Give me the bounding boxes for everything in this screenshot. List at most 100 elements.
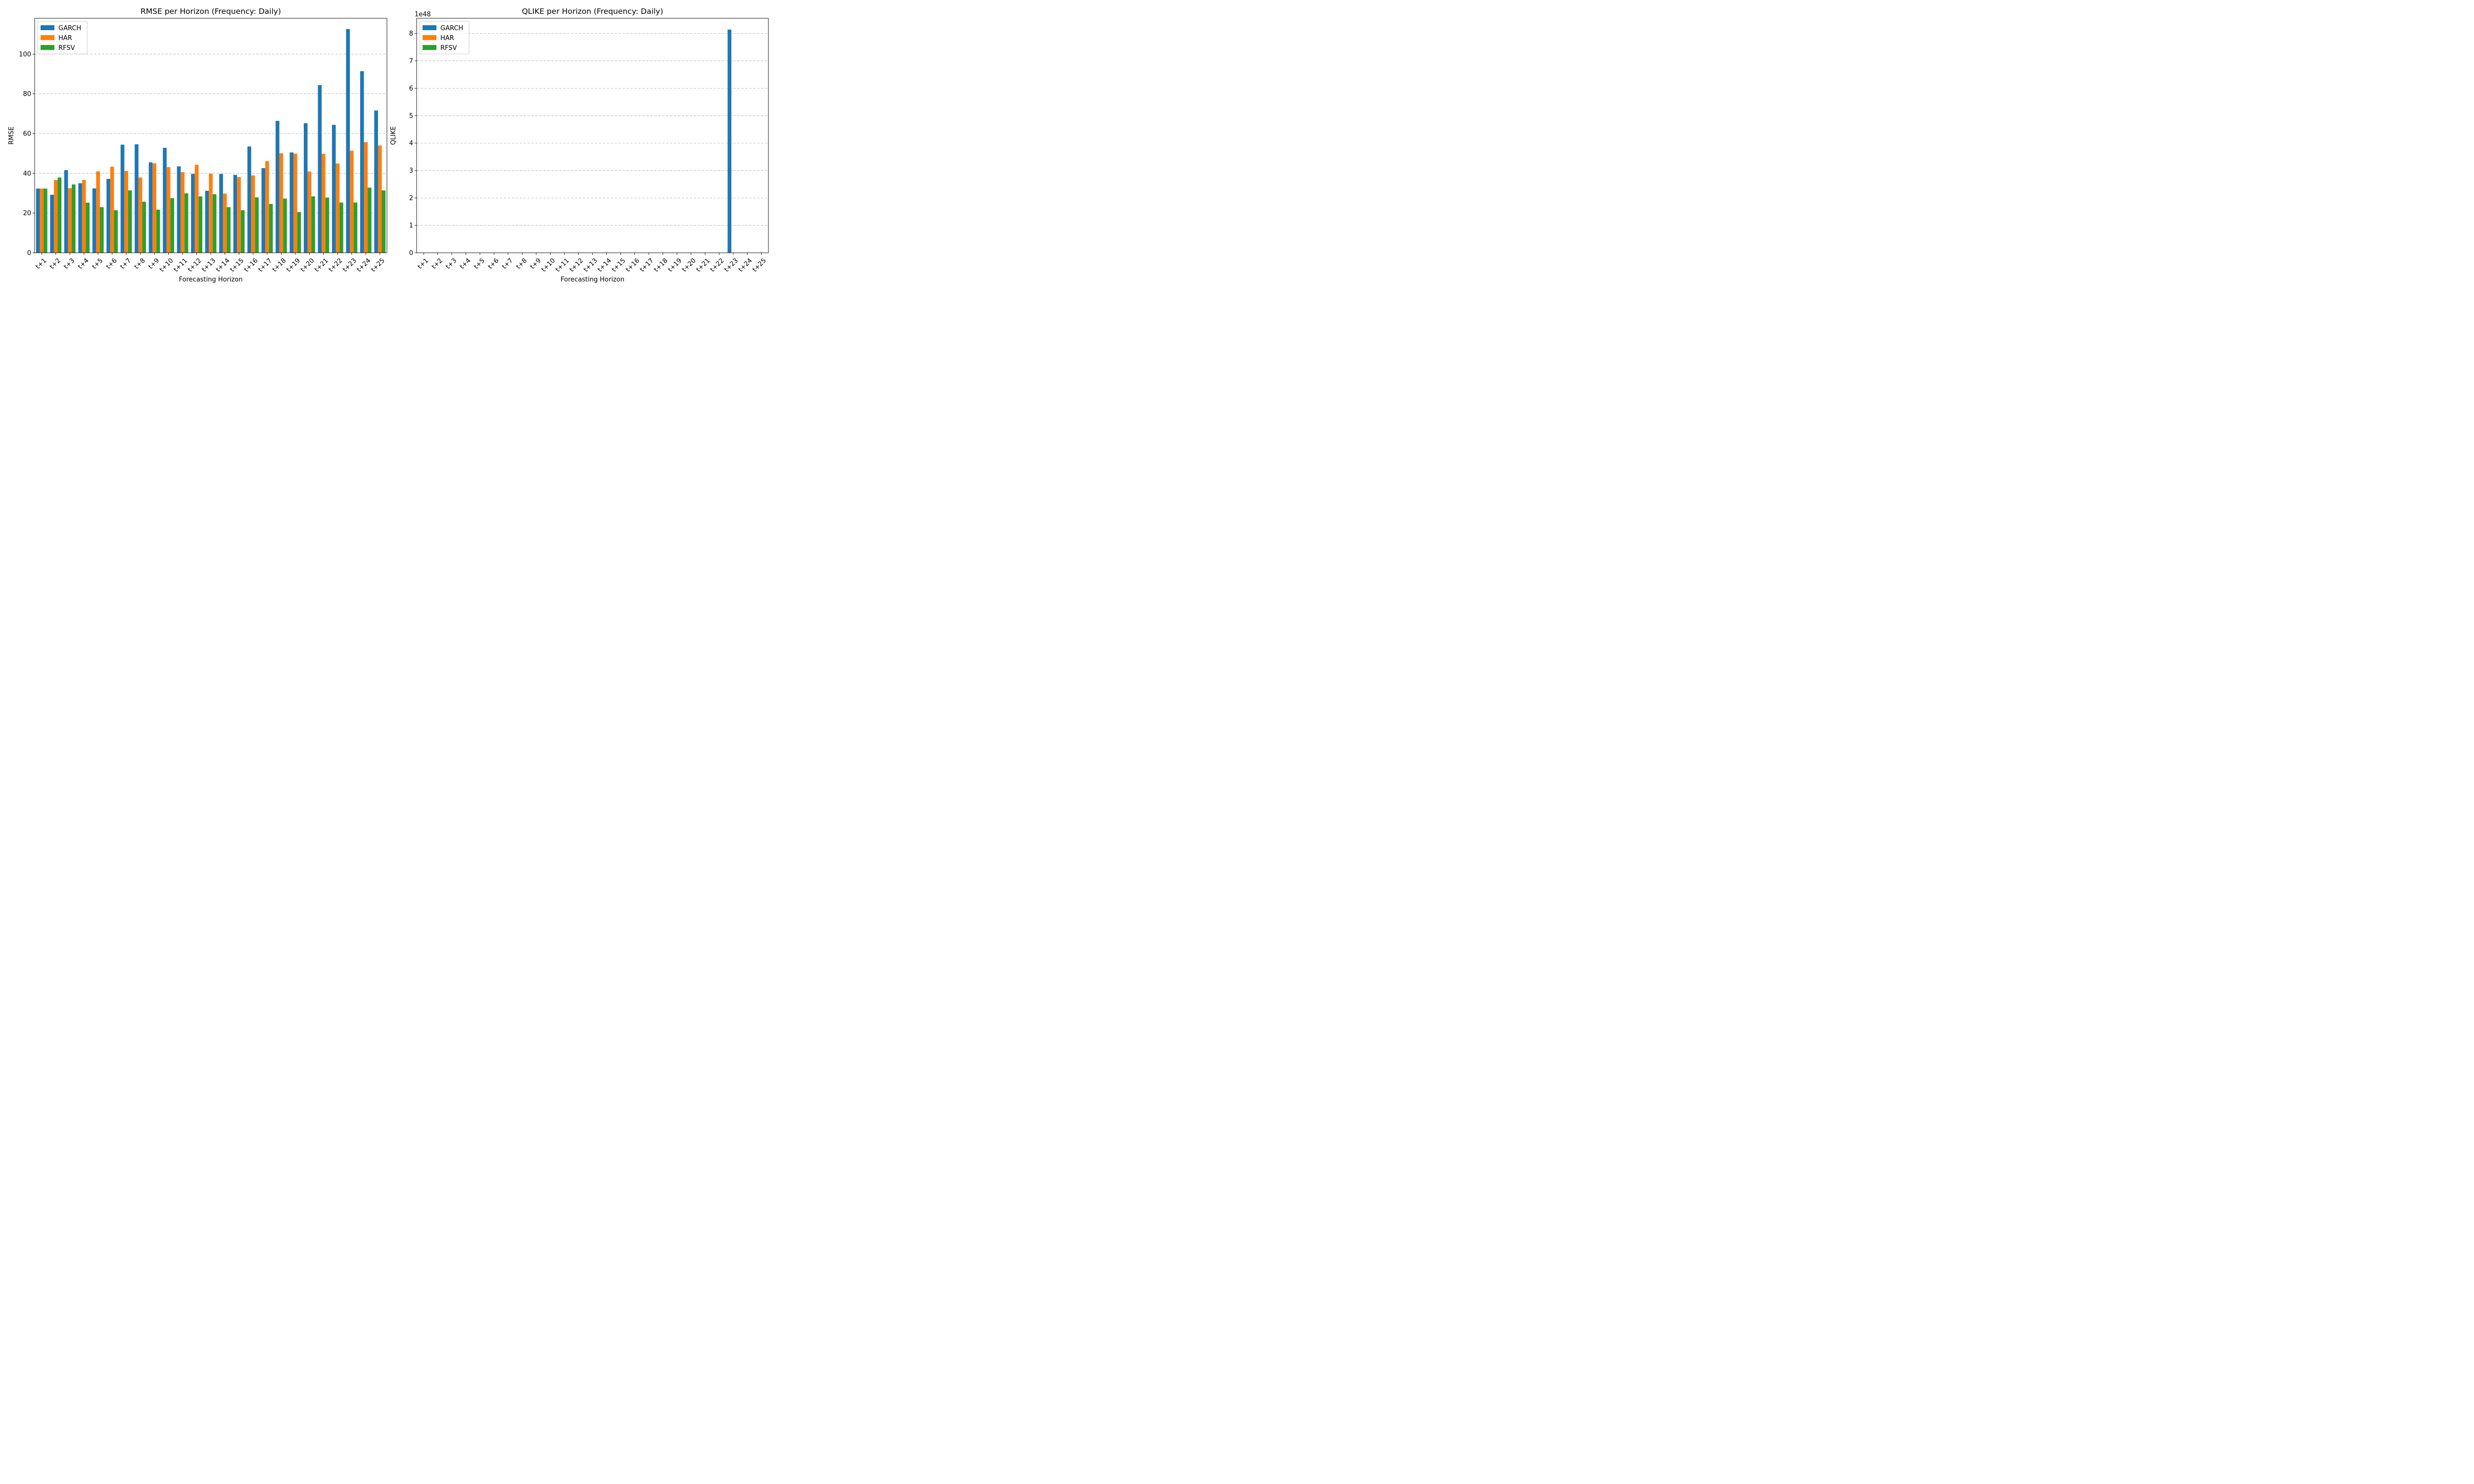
rmse-bar-har-t-10 bbox=[166, 167, 171, 253]
qlike-y-tick-label: 3 bbox=[409, 167, 413, 175]
rmse-y-tick-label: 40 bbox=[23, 170, 31, 178]
rmse-bar-garch-t-13 bbox=[205, 190, 209, 253]
rmse-bar-har-t-17 bbox=[265, 161, 269, 253]
rmse-bar-rfsv-t-8 bbox=[142, 201, 146, 253]
rmse-bar-rfsv-t-10 bbox=[170, 198, 174, 253]
rmse-bar-rfsv-t-19 bbox=[297, 212, 301, 253]
legend-swatch-rfsv bbox=[423, 45, 436, 50]
rmse-bar-garch-t-12 bbox=[191, 174, 195, 253]
qlike-x-axis-label: Forecasting Horizon bbox=[561, 276, 624, 283]
rmse-bar-garch-t-23 bbox=[346, 29, 350, 253]
qlike-y-tick-label: 8 bbox=[409, 30, 413, 38]
qlike-offset-text: 1e48 bbox=[415, 11, 431, 18]
rmse-chart-title: RMSE per Horizon (Frequency: Daily) bbox=[141, 7, 281, 16]
rmse-bar-garch-t-20 bbox=[303, 123, 308, 253]
rmse-bar-rfsv-t-11 bbox=[184, 193, 189, 253]
qlike-y-tick-label: 6 bbox=[409, 85, 413, 93]
rmse-bar-garch-t-18 bbox=[276, 121, 280, 253]
rmse-bar-rfsv-t-3 bbox=[71, 184, 76, 253]
legend-label-rfsv: RFSV bbox=[58, 45, 75, 52]
rmse-bar-har-t-15 bbox=[237, 177, 241, 253]
legend-label-har: HAR bbox=[58, 35, 72, 42]
rmse-bar-rfsv-t-21 bbox=[325, 197, 330, 253]
rmse-bar-garch-t-2 bbox=[50, 194, 54, 253]
qlike-y-tick-label: 7 bbox=[409, 57, 413, 65]
rmse-bar-garch-t-21 bbox=[318, 85, 322, 253]
legend-label-garch: GARCH bbox=[440, 25, 463, 32]
rmse-bar-rfsv-t-9 bbox=[156, 209, 160, 253]
rmse-bar-har-t-19 bbox=[293, 153, 297, 253]
rmse-bar-har-t-13 bbox=[209, 174, 213, 253]
rmse-bar-rfsv-t-23 bbox=[353, 202, 358, 253]
rmse-bar-rfsv-t-4 bbox=[86, 202, 90, 253]
rmse-bar-rfsv-t-14 bbox=[227, 207, 231, 253]
qlike-legend: GARCH HAR RFSV bbox=[419, 21, 470, 54]
legend-swatch-rfsv bbox=[41, 45, 54, 50]
rmse-bar-garch-t-5 bbox=[92, 188, 96, 253]
qlike-bars bbox=[727, 29, 732, 253]
rmse-y-axis-label: RMSE bbox=[8, 127, 15, 145]
rmse-bar-har-t-14 bbox=[223, 193, 227, 253]
rmse-bar-rfsv-t-6 bbox=[114, 210, 118, 253]
rmse-bar-har-t-12 bbox=[194, 165, 199, 253]
rmse-bar-har-t-25 bbox=[378, 145, 382, 253]
qlike-y-tick-label: 4 bbox=[409, 140, 413, 147]
rmse-y-tick-label: 0 bbox=[27, 250, 31, 257]
legend-swatch-har bbox=[41, 35, 54, 40]
rmse-y-tick-label: 100 bbox=[19, 51, 31, 58]
rmse-bar-har-t-7 bbox=[124, 171, 128, 253]
qlike-y-tick-label: 0 bbox=[409, 250, 413, 257]
rmse-bar-garch-t-25 bbox=[374, 110, 378, 253]
rmse-bar-har-t-11 bbox=[181, 172, 185, 253]
qlike-y-tick-label: 1 bbox=[409, 222, 413, 230]
qlike-y-tick-label: 2 bbox=[409, 195, 413, 202]
rmse-bar-har-t-6 bbox=[110, 167, 114, 253]
rmse-bar-har-t-2 bbox=[53, 180, 58, 253]
rmse-bar-har-t-5 bbox=[96, 171, 100, 253]
qlike-bar-garch-t-23 bbox=[727, 29, 732, 253]
rmse-bar-garch-t-4 bbox=[78, 183, 82, 253]
rmse-bar-rfsv-t-12 bbox=[198, 196, 202, 253]
rmse-bar-garch-t-11 bbox=[177, 166, 181, 253]
rmse-bar-har-t-18 bbox=[279, 153, 284, 253]
qlike-axes-frame bbox=[416, 18, 769, 253]
rmse-bar-garch-t-10 bbox=[163, 147, 167, 253]
rmse-bar-har-t-4 bbox=[82, 180, 86, 253]
rmse-bar-garch-t-16 bbox=[247, 146, 251, 253]
rmse-bars bbox=[36, 29, 386, 253]
rmse-bar-rfsv-t-7 bbox=[128, 190, 132, 253]
rmse-bar-garch-t-6 bbox=[106, 179, 110, 253]
rmse-bar-garch-t-24 bbox=[360, 71, 364, 253]
rmse-y-tick-label: 60 bbox=[23, 130, 31, 138]
rmse-bar-garch-t-1 bbox=[36, 188, 40, 253]
rmse-bar-garch-t-22 bbox=[332, 125, 336, 253]
rmse-bar-rfsv-t-22 bbox=[339, 202, 343, 253]
rmse-bar-har-t-9 bbox=[152, 163, 156, 253]
rmse-x-axis-label: Forecasting Horizon bbox=[179, 276, 243, 283]
rmse-bar-rfsv-t-2 bbox=[57, 177, 62, 253]
legend-swatch-garch bbox=[41, 25, 54, 30]
rmse-bar-rfsv-t-1 bbox=[44, 188, 48, 253]
legend-swatch-garch bbox=[423, 25, 436, 30]
rmse-y-tick-label: 80 bbox=[23, 91, 31, 98]
rmse-bar-har-t-3 bbox=[68, 188, 72, 253]
figure: 0 20 40 60 80 100 t+1 t+2 t+3 t+4 t+5 t+6 t+7 t+8 t+9 t… bbox=[0, 0, 776, 291]
rmse-bar-rfsv-t-18 bbox=[283, 198, 287, 253]
rmse-bar-garch-t-9 bbox=[148, 162, 153, 253]
rmse-bar-garch-t-3 bbox=[64, 170, 68, 253]
rmse-bar-garch-t-19 bbox=[289, 152, 294, 253]
qlike-chart-title: QLIKE per Horizon (Frequency: Daily) bbox=[522, 7, 664, 16]
rmse-bar-rfsv-t-16 bbox=[255, 197, 259, 253]
rmse-bar-garch-t-8 bbox=[135, 144, 139, 253]
rmse-bar-rfsv-t-15 bbox=[240, 210, 245, 253]
rmse-bar-rfsv-t-17 bbox=[269, 204, 273, 253]
rmse-bar-har-t-16 bbox=[251, 175, 255, 253]
rmse-bar-har-t-22 bbox=[335, 163, 340, 253]
rmse-bar-rfsv-t-5 bbox=[99, 207, 104, 253]
legend-label-garch: GARCH bbox=[58, 25, 81, 32]
rmse-bar-garch-t-7 bbox=[120, 144, 125, 253]
rmse-bar-har-t-8 bbox=[138, 177, 143, 253]
rmse-bar-rfsv-t-13 bbox=[212, 194, 217, 253]
legend-label-har: HAR bbox=[440, 35, 454, 42]
